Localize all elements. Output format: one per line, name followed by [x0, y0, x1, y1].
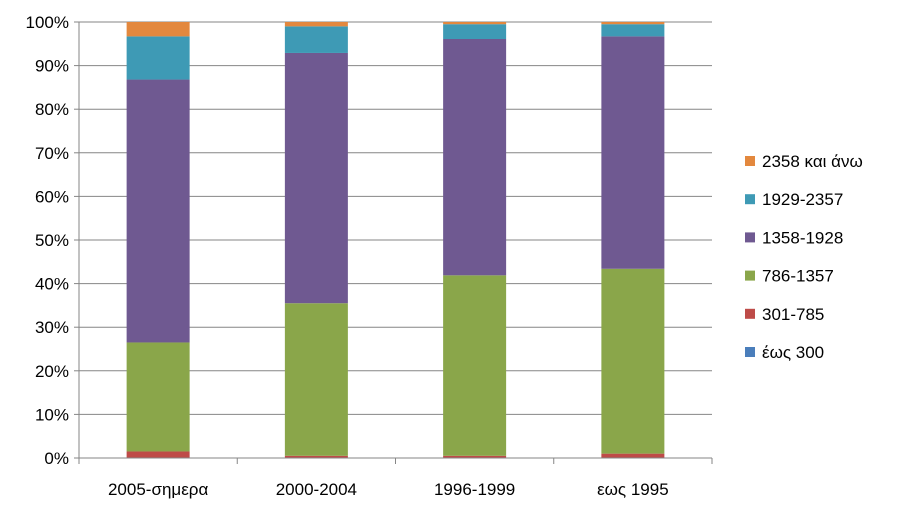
y-tick-label: 20%: [35, 362, 69, 381]
legend-label: 2358 και άνω: [762, 152, 863, 171]
bar-segment-εως-1995-301-785: [601, 453, 665, 458]
bar-segment-2000-2004-2358-και-α-νω: [284, 22, 348, 27]
legend: 2358 και άνω 1929-2357 1358-1928 786-1357 30…: [745, 152, 863, 362]
bar-segment-2000-2004-301-785: [284, 455, 348, 458]
x-tick-label: 2005-σημερα: [108, 480, 208, 499]
legend-swatch-301-785: [745, 308, 755, 319]
legend-label: 301-785: [762, 305, 824, 324]
axes: 0% 10% 20% 30% 40% 50% 60% 70% 80% 90% 100% 2005-ση…: [26, 13, 713, 499]
bar-segment-εως-1995-1358-1928: [601, 36, 665, 269]
y-tick-label: 80%: [35, 100, 69, 119]
legend-label: έως 300: [762, 343, 824, 362]
y-tick-label: 0%: [44, 449, 69, 468]
y-tick-label: 90%: [35, 57, 69, 76]
y-tick-label: 50%: [35, 231, 69, 250]
bar-segment-εως-1995-786-1357: [601, 268, 665, 454]
legend-swatch-ε-ως-300: [745, 347, 755, 357]
x-tick-label: 2000-2004: [276, 480, 357, 499]
bar-segment-2005-σημερα-2358-και-α-νω: [126, 22, 190, 37]
legend-swatch-786-1357: [745, 270, 755, 281]
legend-label: 1358-1928: [762, 228, 843, 247]
bar-segment-1996-1999-301-785: [443, 455, 507, 458]
bar-segment-2000-2004-1358-1928: [284, 52, 348, 304]
bar-segment-1996-1999-1358-1928: [443, 39, 507, 276]
legend-label: 786-1357: [762, 267, 834, 286]
legend-swatch-2358-και-α-νω: [745, 156, 755, 166]
bar-segment-2005-σημερα-1358-1928: [126, 79, 190, 343]
x-tick-label: εως 1995: [597, 480, 669, 499]
bar-segment-εως-1995-1929-2357: [601, 24, 665, 37]
bar-segment-1996-1999-2358-και-α-νω: [443, 22, 507, 25]
bar-segment-2005-σημερα-301-785: [126, 451, 190, 458]
y-tick-label: 10%: [35, 405, 69, 424]
bar-segment-2000-2004-1929-2357: [284, 26, 348, 53]
y-tick-label: 30%: [35, 318, 69, 337]
y-tick-label: 100%: [26, 13, 69, 32]
bar-segment-2000-2004-786-1357: [284, 303, 348, 456]
legend-swatch-1929-2357: [745, 194, 755, 205]
x-tick-label: 1996-1999: [434, 480, 515, 499]
bar-segment-1996-1999-1929-2357: [443, 24, 507, 40]
y-tick-label: 40%: [35, 275, 69, 294]
bar-segment-εως-1995-2358-και-α-νω: [601, 22, 665, 25]
legend-label: 1929-2357: [762, 190, 843, 209]
y-tick-label: 70%: [35, 144, 69, 163]
bar-segment-2005-σημερα-786-1357: [126, 342, 190, 452]
y-tick-label: 60%: [35, 187, 69, 206]
bars: [126, 22, 665, 458]
bar-segment-2005-σημερα-1929-2357: [126, 36, 190, 80]
bar-segment-1996-1999-786-1357: [443, 275, 507, 456]
legend-swatch-1358-1928: [745, 232, 755, 243]
